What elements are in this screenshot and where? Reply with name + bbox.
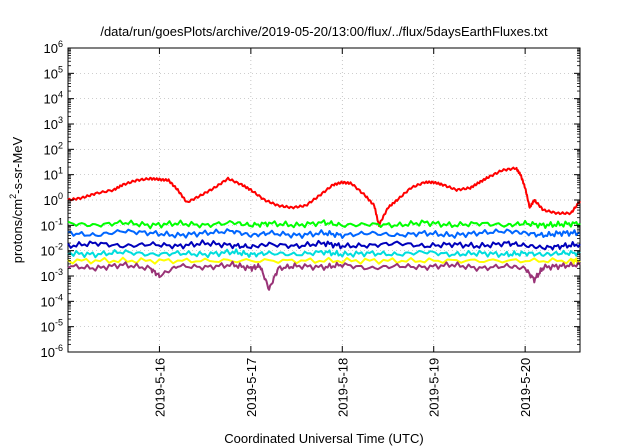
y-tick-label: 100	[44, 191, 63, 208]
y-tick-label: 10-5	[41, 318, 63, 335]
y-tick-label: 104	[44, 90, 63, 107]
y-tick-label: 105	[44, 64, 63, 81]
series-line	[67, 248, 581, 259]
y-tick-label: 10-1	[41, 216, 63, 233]
y-tick-label: 102	[44, 140, 63, 157]
chart-title: /data/run/goesPlots/archive/2019-05-20/1…	[100, 24, 548, 39]
y-tick-label: 10-6	[41, 343, 63, 360]
series-line	[67, 166, 581, 227]
x-tick-label: 2019-5-19	[427, 358, 442, 417]
y-tick-label: 106	[44, 39, 63, 56]
grid	[68, 48, 580, 352]
y-tick-label: 10-4	[41, 292, 63, 309]
x-axis: 2019-5-16 2019-5-17 2019-5-18 2019-5-19 2019…	[152, 48, 533, 417]
series-line	[67, 256, 581, 265]
y-tick-label: 10-3	[41, 267, 63, 284]
series-line	[67, 260, 581, 291]
x-tick-label: 2019-5-18	[335, 358, 350, 417]
x-tick-label: 2019-5-16	[152, 358, 167, 417]
y-axis: 10-6 10-5 10-4 10-3 10-2 10-1 100 101 102 103 104 1…	[41, 39, 580, 360]
y-tick-label: 101	[44, 166, 63, 183]
x-tick-label: 2019-5-17	[244, 358, 259, 417]
x-tick-label: 2019-5-20	[518, 358, 533, 417]
y-tick-label: 10-2	[41, 242, 63, 259]
series-line	[67, 239, 581, 251]
x-axis-label: Coordinated Universal Time (UTC)	[224, 431, 423, 446]
y-axis-label: protons/cm2-s-sr-MeV	[8, 136, 25, 263]
y-tick-label: 103	[44, 115, 63, 132]
series-line	[67, 228, 580, 239]
series-group	[67, 166, 581, 291]
series-line	[67, 219, 581, 230]
